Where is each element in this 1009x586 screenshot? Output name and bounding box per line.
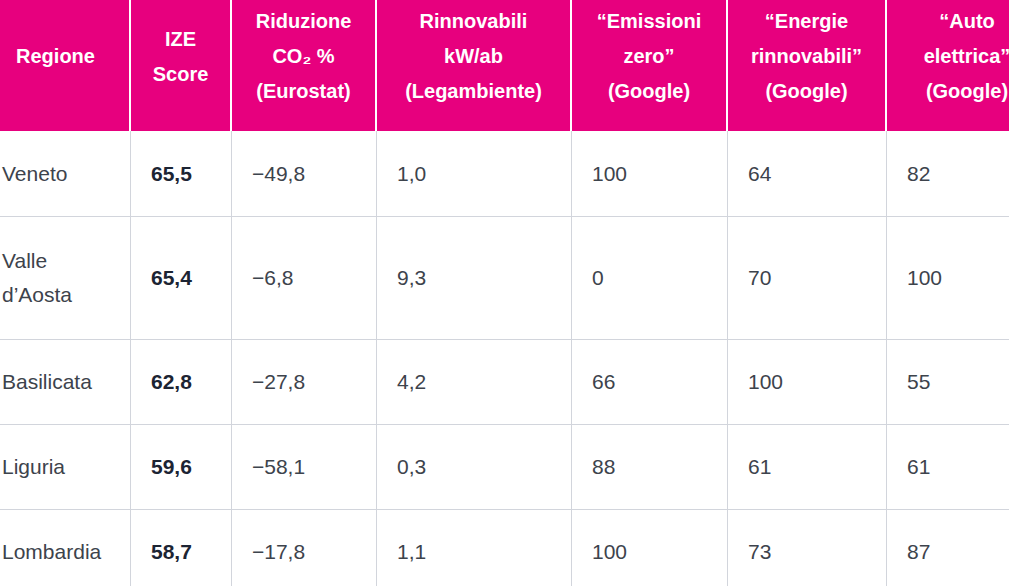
column-header-regione: Regione [0,0,131,131]
cell-regione: Liguria [0,424,131,509]
cell-emissioni-zero: 66 [572,339,728,424]
cell-energie-rinnovabili: 61 [728,424,887,509]
table-row: Veneto 65,5 −49,8 1,0 100 64 82 [0,131,1009,216]
cell-auto-elettrica: 61 [887,424,1009,509]
cell-rinnovabili: 4,2 [377,339,572,424]
table-viewport: Regione IZE Score Riduzione CO₂ % (Euros… [0,0,1009,586]
cell-regione: Basilicata [0,339,131,424]
column-header-auto-elettrica: “Auto elettrica” (Google) [887,0,1009,131]
cell-rinnovabili: 0,3 [377,424,572,509]
cell-energie-rinnovabili: 70 [728,216,887,339]
table-row: Liguria 59,6 −58,1 0,3 88 61 61 [0,424,1009,509]
cell-riduzione-co2: −6,8 [232,216,377,339]
cell-auto-elettrica: 100 [887,216,1009,339]
cell-riduzione-co2: −27,8 [232,339,377,424]
cell-ize-score: 59,6 [131,424,232,509]
cell-auto-elettrica: 82 [887,131,1009,216]
header-row: Regione IZE Score Riduzione CO₂ % (Euros… [0,0,1009,131]
column-header-energie-rinnovabili: “Energie rinnovabili” (Google) [728,0,887,131]
cell-regione: Lombardia [0,509,131,586]
cell-rinnovabili: 1,0 [377,131,572,216]
table-row: Valle d’Aosta 65,4 −6,8 9,3 0 70 100 [0,216,1009,339]
column-header-riduzione-co2: Riduzione CO₂ % (Eurostat) [232,0,377,131]
cell-riduzione-co2: −58,1 [232,424,377,509]
cell-rinnovabili: 1,1 [377,509,572,586]
cell-riduzione-co2: −49,8 [232,131,377,216]
cell-regione: Veneto [0,131,131,216]
cell-rinnovabili: 9,3 [377,216,572,339]
cell-energie-rinnovabili: 64 [728,131,887,216]
table-body: Veneto 65,5 −49,8 1,0 100 64 82 Valle d’… [0,131,1009,586]
cell-ize-score: 58,7 [131,509,232,586]
cell-energie-rinnovabili: 73 [728,509,887,586]
cell-ize-score: 65,4 [131,216,232,339]
table-header: Regione IZE Score Riduzione CO₂ % (Euros… [0,0,1009,131]
cell-regione: Valle d’Aosta [0,216,131,339]
ize-ranking-table: Regione IZE Score Riduzione CO₂ % (Euros… [0,0,1009,586]
column-header-rinnovabili: Rinnovabili kW/ab (Legambiente) [377,0,572,131]
cell-emissioni-zero: 0 [572,216,728,339]
column-header-emissioni-zero: “Emissioni zero” (Google) [572,0,728,131]
cell-auto-elettrica: 87 [887,509,1009,586]
cell-emissioni-zero: 100 [572,131,728,216]
cell-auto-elettrica: 55 [887,339,1009,424]
cell-ize-score: 65,5 [131,131,232,216]
cell-emissioni-zero: 88 [572,424,728,509]
cell-riduzione-co2: −17,8 [232,509,377,586]
cell-emissioni-zero: 100 [572,509,728,586]
column-header-ize-score: IZE Score [131,0,232,131]
table-row: Lombardia 58,7 −17,8 1,1 100 73 87 [0,509,1009,586]
table-row: Basilicata 62,8 −27,8 4,2 66 100 55 [0,339,1009,424]
cell-ize-score: 62,8 [131,339,232,424]
cell-energie-rinnovabili: 100 [728,339,887,424]
